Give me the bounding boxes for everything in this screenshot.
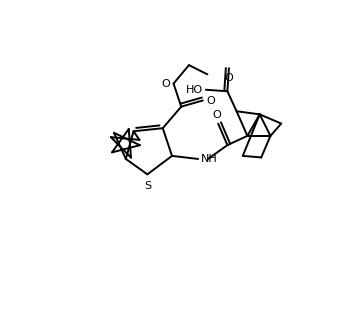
- Text: HO: HO: [186, 85, 203, 95]
- Text: NH: NH: [201, 154, 217, 164]
- Text: O: O: [212, 110, 221, 120]
- Text: O: O: [225, 73, 233, 83]
- Text: O: O: [206, 96, 215, 106]
- Text: O: O: [162, 79, 171, 89]
- Text: S: S: [144, 181, 151, 191]
